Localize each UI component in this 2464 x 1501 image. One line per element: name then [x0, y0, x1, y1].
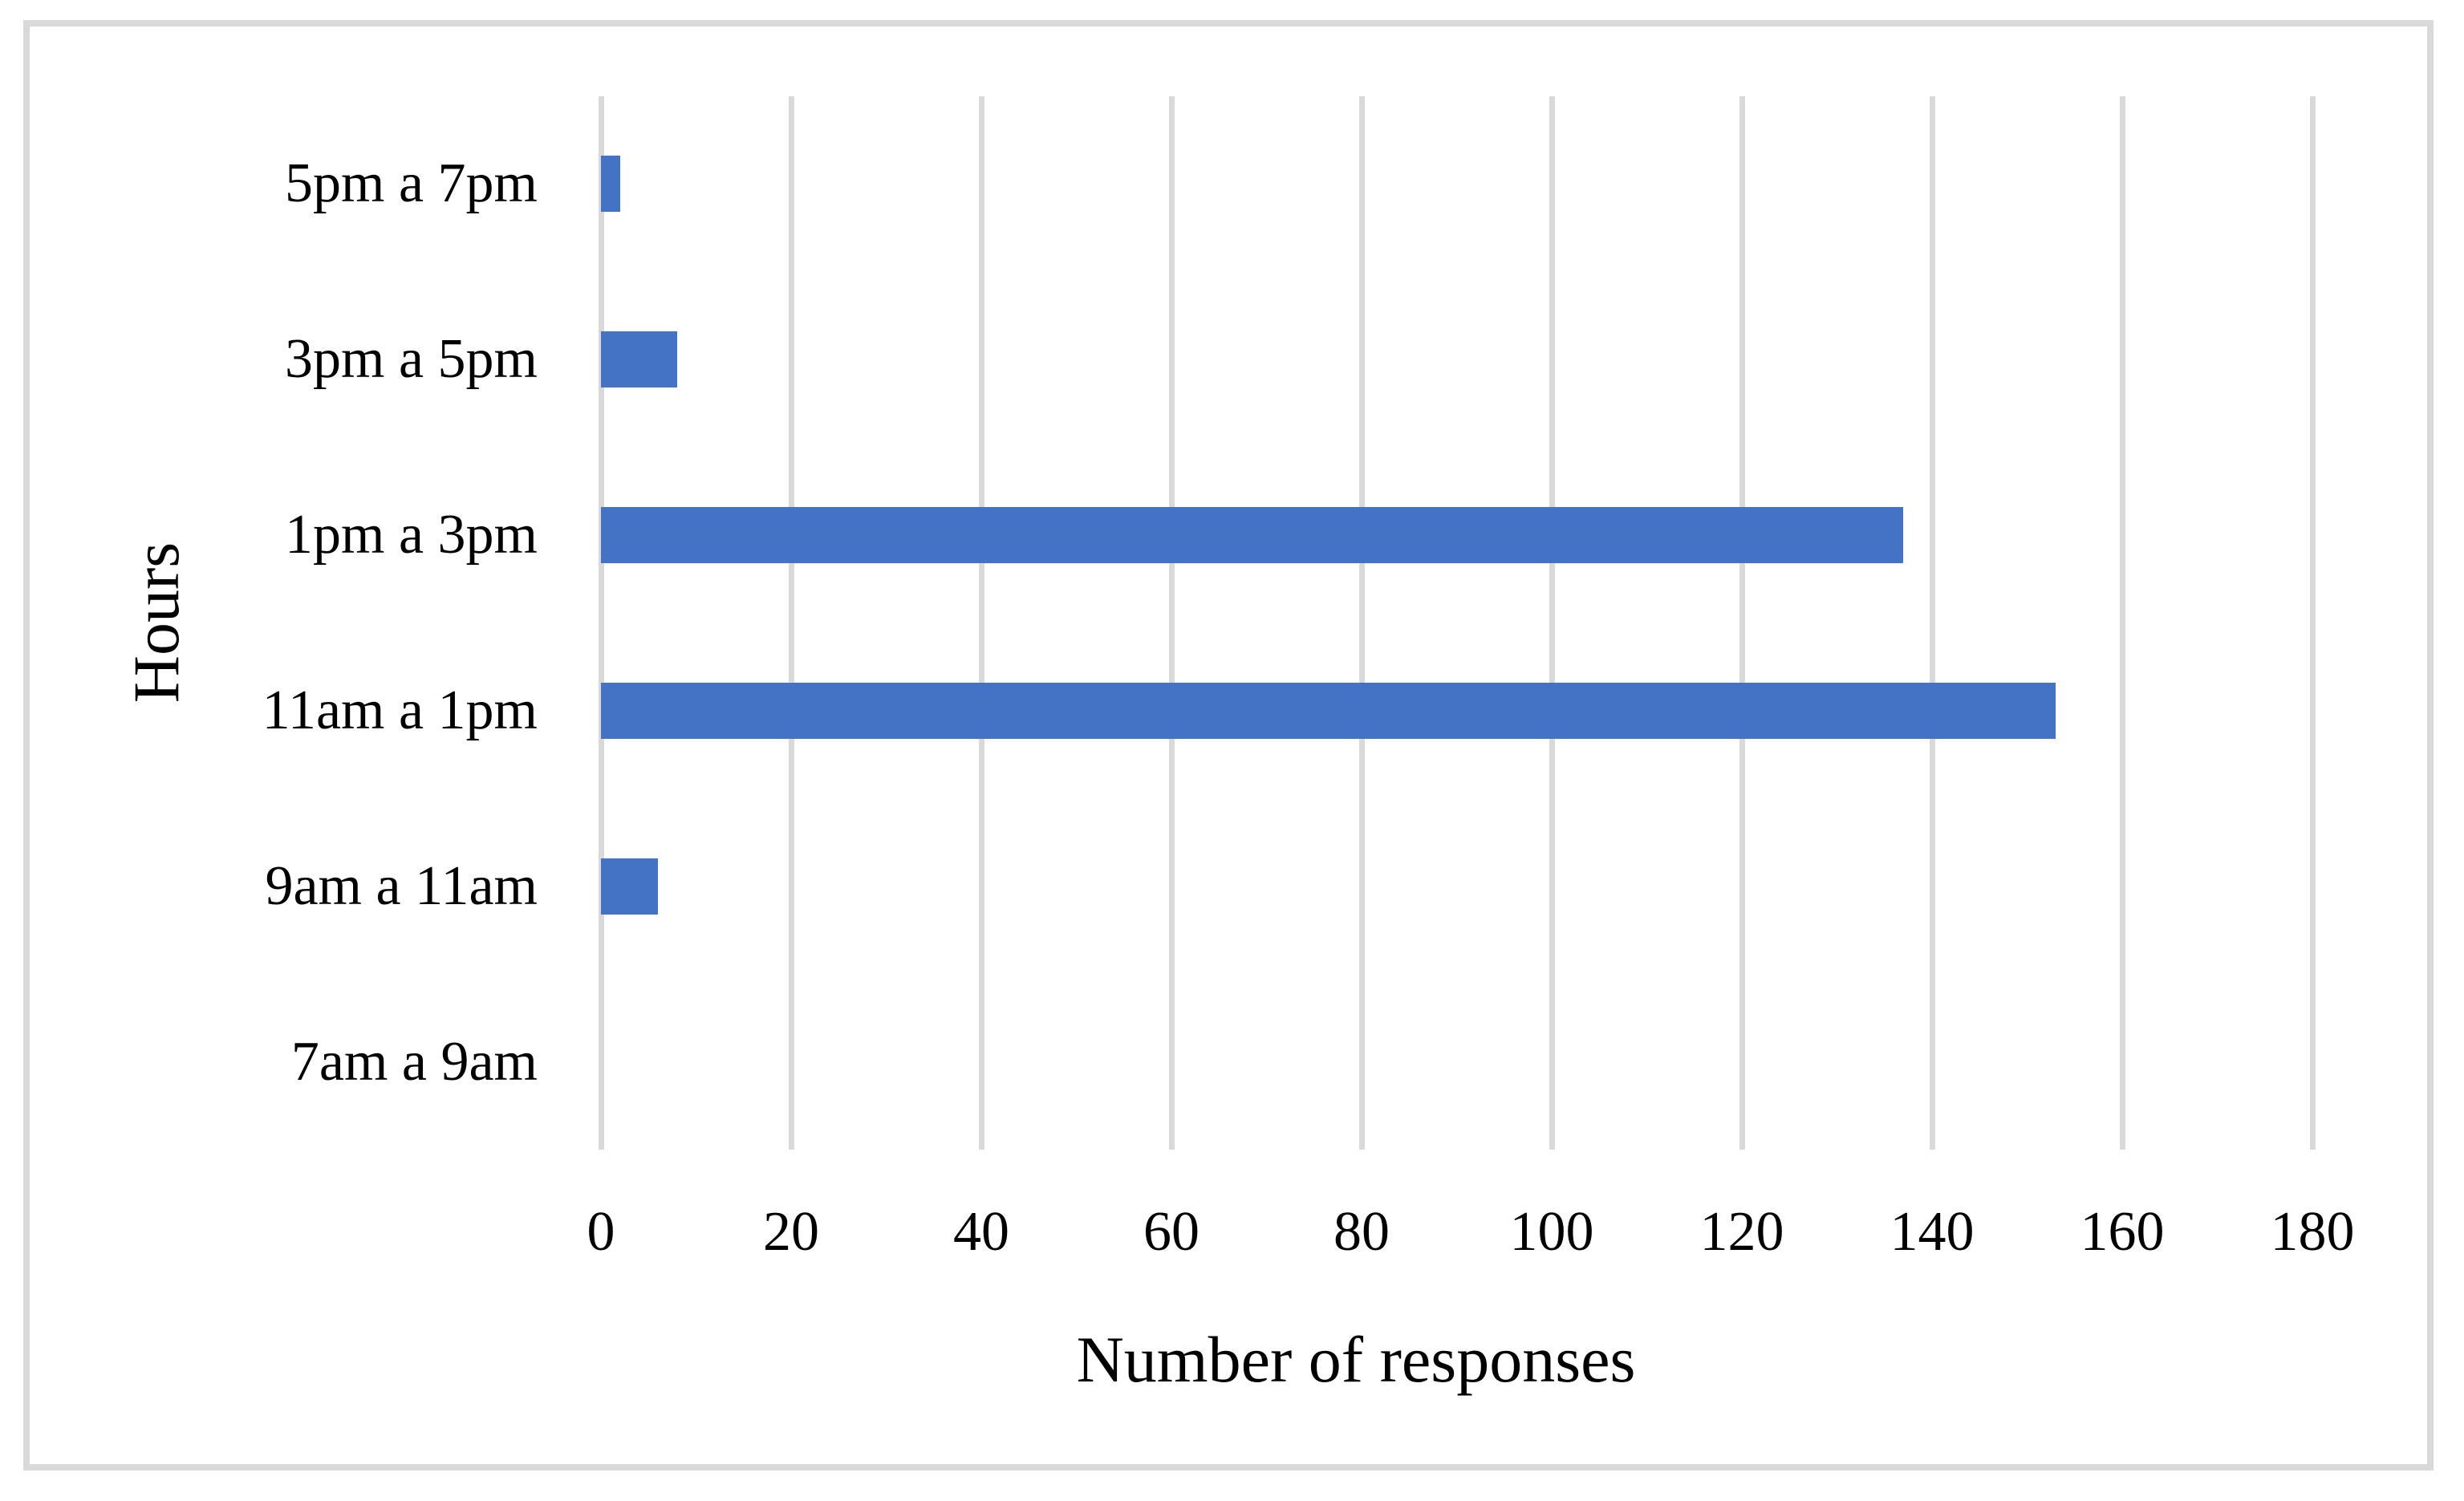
x-tick-label: 0: [587, 1201, 615, 1263]
y-axis-title: Hours: [120, 542, 193, 704]
category-label: 9am a 11am: [265, 854, 538, 917]
x-tick-label: 120: [1699, 1201, 1784, 1263]
gridline: [1168, 96, 1175, 1150]
category-label: 3pm a 5pm: [285, 328, 538, 391]
chart-border: [23, 20, 2434, 1471]
category-label: 11am a 1pm: [262, 679, 538, 741]
category-label: 5pm a 7pm: [285, 152, 538, 215]
gridline: [978, 96, 984, 1150]
x-axis-title: Number of responses: [1076, 1323, 1636, 1396]
bar-11am-a-1pm: [601, 682, 2056, 739]
bar-3pm-a-5pm: [601, 331, 677, 388]
bar-5pm-a-7pm: [601, 156, 620, 213]
gridline: [2119, 96, 2125, 1150]
gridline: [2309, 96, 2316, 1150]
x-tick-label: 20: [763, 1201, 819, 1263]
bar-9am-a-11am: [601, 858, 659, 915]
x-tick-label: 160: [2080, 1201, 2165, 1263]
category-label: 1pm a 3pm: [285, 504, 538, 566]
value-axis-line: [598, 96, 604, 1150]
gridline: [1739, 96, 1745, 1150]
gridline: [1929, 96, 1935, 1150]
x-tick-label: 140: [1890, 1201, 1975, 1263]
x-tick-label: 100: [1509, 1201, 1594, 1263]
gridline: [1358, 96, 1365, 1150]
x-tick-label: 60: [1143, 1201, 1200, 1263]
x-tick-label: 180: [2270, 1201, 2355, 1263]
bar-1pm-a-3pm: [601, 507, 1904, 564]
x-tick-label: 40: [953, 1201, 1009, 1263]
gridline: [1549, 96, 1555, 1150]
gridline: [788, 96, 794, 1150]
x-tick-label: 80: [1333, 1201, 1390, 1263]
category-label: 7am a 9am: [290, 1030, 538, 1093]
